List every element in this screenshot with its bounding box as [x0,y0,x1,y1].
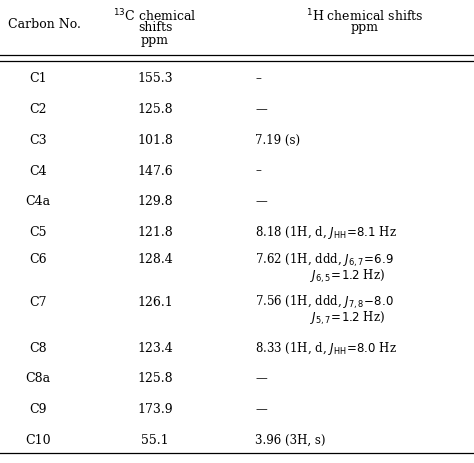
Text: C1: C1 [29,73,47,86]
Text: 129.8: 129.8 [137,195,173,208]
Text: –: – [255,73,261,86]
Text: Carbon No.: Carbon No. [8,18,81,31]
Text: shifts: shifts [138,21,172,34]
Text: 7.19 (s): 7.19 (s) [255,134,300,147]
Text: 126.1: 126.1 [137,296,173,309]
Text: C10: C10 [25,434,51,447]
Text: —: — [255,103,267,116]
Text: 147.6: 147.6 [137,164,173,177]
Text: 55.1: 55.1 [141,434,169,447]
Text: 8.18 (1H, d, $J_{\mathrm{HH}}\!=\!8.1$ Hz: 8.18 (1H, d, $J_{\mathrm{HH}}\!=\!8.1$ H… [255,224,397,241]
Text: C3: C3 [29,134,47,147]
Text: —: — [255,195,267,208]
Text: C8: C8 [29,342,47,355]
Text: 155.3: 155.3 [137,73,173,86]
Text: C4a: C4a [26,195,51,208]
Text: 8.33 (1H, d, $J_{\mathrm{HH}}\!=\!8.0$ Hz: 8.33 (1H, d, $J_{\mathrm{HH}}\!=\!8.0$ H… [255,340,397,357]
Text: C8a: C8a [26,372,51,385]
Text: 3.96 (3H, s): 3.96 (3H, s) [255,434,326,447]
Text: C5: C5 [29,226,47,239]
Text: $^{1}$H chemical shifts: $^{1}$H chemical shifts [306,8,424,25]
Text: C7: C7 [29,296,47,309]
Text: $J_{6,5}\!=\!1.2$ Hz): $J_{6,5}\!=\!1.2$ Hz) [310,268,385,285]
Text: C9: C9 [29,403,47,416]
Text: $^{13}$C chemical: $^{13}$C chemical [113,8,197,25]
Text: ppm: ppm [141,34,169,47]
Text: —: — [255,403,267,416]
Text: 121.8: 121.8 [137,226,173,239]
Text: 7.62 (1H, ddd, $J_{6,7}\!=\!6.9$: 7.62 (1H, ddd, $J_{6,7}\!=\!6.9$ [255,251,393,269]
Text: C2: C2 [29,103,47,116]
Text: $J_{5,7}\!=\!1.2$ Hz): $J_{5,7}\!=\!1.2$ Hz) [310,310,385,327]
Text: C4: C4 [29,164,47,177]
Text: ppm: ppm [351,21,379,34]
Text: —: — [255,372,267,385]
Text: 123.4: 123.4 [137,342,173,355]
Text: 125.8: 125.8 [137,103,173,116]
Text: 173.9: 173.9 [137,403,173,416]
Text: 101.8: 101.8 [137,134,173,147]
Text: 128.4: 128.4 [137,253,173,266]
Text: 7.56 (1H, ddd, $J_{7,8}\!-\!8.0$: 7.56 (1H, ddd, $J_{7,8}\!-\!8.0$ [255,294,393,311]
Text: 125.8: 125.8 [137,372,173,385]
Text: –: – [255,164,261,177]
Text: C6: C6 [29,253,47,266]
